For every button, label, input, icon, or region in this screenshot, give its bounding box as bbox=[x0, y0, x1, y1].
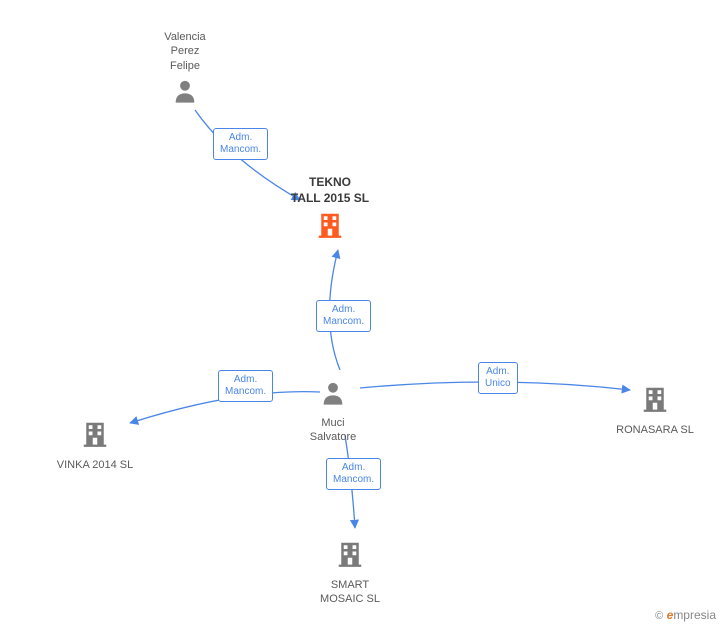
node-label-tekno: TEKNOTALL 2015 SL bbox=[280, 175, 380, 206]
node-icon-smart bbox=[300, 539, 400, 574]
building-icon bbox=[80, 419, 110, 449]
node-icon-valencia bbox=[135, 77, 235, 110]
node-icon-muci bbox=[283, 379, 383, 412]
node-label-valencia: ValenciaPerezFelipe bbox=[135, 30, 235, 73]
node-icon-tekno bbox=[280, 210, 380, 245]
node-label-muci: MuciSalvatore bbox=[283, 416, 383, 445]
node-label-smart: SMARTMOSAIC SL bbox=[300, 578, 400, 607]
node-vinka[interactable]: VINKA 2014 SL bbox=[45, 415, 145, 472]
node-label-ronasara: RONASARA SL bbox=[605, 423, 705, 437]
building-icon bbox=[640, 384, 670, 414]
watermark: © empresia bbox=[655, 608, 716, 622]
node-ronasara[interactable]: RONASARA SL bbox=[605, 380, 705, 437]
copyright-symbol: © bbox=[655, 610, 663, 622]
building-icon bbox=[335, 539, 365, 569]
node-icon-ronasara bbox=[605, 384, 705, 419]
building-icon bbox=[315, 210, 345, 240]
node-icon-vinka bbox=[45, 419, 145, 454]
edge-label-2: Adm.Mancom. bbox=[218, 370, 273, 402]
node-label-vinka: VINKA 2014 SL bbox=[45, 458, 145, 472]
node-tekno[interactable]: TEKNOTALL 2015 SL bbox=[280, 175, 380, 249]
edge-label-0: Adm.Mancom. bbox=[213, 128, 268, 160]
node-smart[interactable]: SMARTMOSAIC SL bbox=[300, 535, 400, 607]
person-icon bbox=[171, 77, 199, 105]
node-valencia[interactable]: ValenciaPerezFelipe bbox=[135, 30, 235, 114]
edge-label-4: Adm.Mancom. bbox=[326, 458, 381, 490]
node-muci[interactable]: MuciSalvatore bbox=[283, 375, 383, 445]
person-icon bbox=[319, 379, 347, 407]
watermark-brand-rest: mpresia bbox=[673, 608, 716, 622]
edge-label-1: Adm.Mancom. bbox=[316, 300, 371, 332]
edge-label-3: Adm.Unico bbox=[478, 362, 518, 394]
